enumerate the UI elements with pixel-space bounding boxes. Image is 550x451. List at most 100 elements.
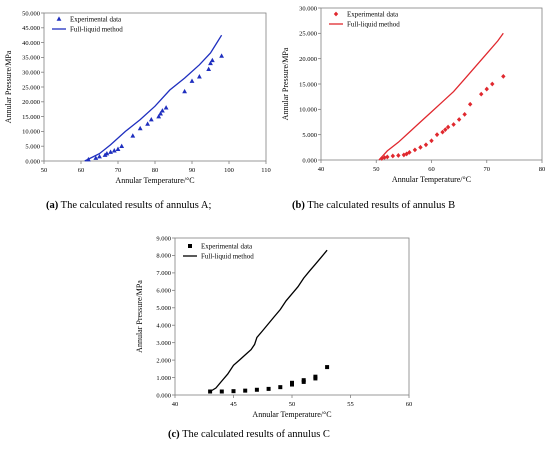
- x-tick-label-a: 80: [152, 167, 159, 174]
- chart-panel-a: 0.000 5.000 10.000 15.000 20.000 25.000 30.000…: [0, 0, 280, 220]
- legend-marker-swatch-a: [56, 16, 62, 21]
- x-tick-label-c: 40: [172, 401, 179, 408]
- data-point-a: [209, 57, 215, 63]
- legend-label-a: Full-liquid method: [70, 25, 123, 33]
- x-tick-label-b: 80: [539, 166, 546, 173]
- plot-area-a: [43, 12, 267, 162]
- caption-c: (c) The calculated results of annulus C: [168, 429, 330, 440]
- legend-label-b: Full-liquid method: [347, 20, 400, 28]
- y-tick-label-a: 50.000: [22, 10, 40, 17]
- legend-label-b: Experimental data: [347, 10, 399, 18]
- data-point-a: [115, 146, 121, 151]
- data-point-a: [158, 111, 163, 116]
- data-point-a: [182, 88, 187, 94]
- chart-panel-c: 0.000 1.000 2.000 3.000 4.000 5.000 6.000 7.000…: [120, 225, 430, 449]
- data-point-a: [156, 114, 162, 119]
- x-tick-label-a: 60: [78, 167, 85, 174]
- x-tick-label-c: 50: [289, 401, 296, 408]
- data-point-c: [325, 365, 330, 370]
- data-point-c: [219, 389, 224, 394]
- data-point-a: [93, 155, 99, 160]
- y-tick-label-a: 30.000: [22, 70, 40, 77]
- data-point-c: [243, 388, 248, 393]
- chart-c: 0.000 1.000 2.000 3.000 4.000 5.000 6.000 7.000…: [135, 235, 413, 419]
- y-tick-label-b: 0.000: [302, 157, 317, 164]
- data-point-b: [443, 127, 448, 132]
- chart-a: 0.000 5.000 10.000 15.000 20.000 25.000 30.000…: [4, 10, 271, 185]
- data-point-b: [445, 124, 451, 130]
- y-tick-label-a: 35.000: [22, 55, 40, 62]
- data-point-b: [423, 142, 429, 148]
- y-tick-label-a: 15.000: [22, 114, 40, 121]
- caption-c-tag: (c): [168, 429, 180, 440]
- data-point-a: [148, 116, 154, 122]
- data-point-a: [160, 108, 165, 113]
- legend-label-a: Experimental data: [70, 15, 122, 23]
- data-point-a: [97, 153, 102, 159]
- data-point-b: [501, 74, 506, 79]
- series-line-a: [84, 34, 223, 162]
- data-point-b: [440, 129, 445, 135]
- chart-panel-b: 0.000 5.000 10.000 15.000 20.000 25.000 30.000…: [280, 0, 550, 220]
- data-point-b: [451, 122, 456, 127]
- y-tick-label-c: 5.000: [156, 305, 171, 312]
- y-tick-label-c: 7.000: [156, 270, 171, 277]
- data-point-a: [189, 78, 195, 83]
- y-tick-label-c: 6.000: [156, 288, 171, 295]
- plot-area-b: [320, 7, 543, 161]
- data-point-b: [434, 132, 440, 138]
- x-tick-label-b: 60: [428, 166, 435, 173]
- data-point-b: [462, 112, 467, 117]
- caption-c-text: The calculated results of annulus C: [179, 429, 330, 440]
- y-tick-label-c: 0.000: [156, 392, 171, 399]
- y-tick-label-c: 2.000: [156, 357, 171, 364]
- x-tick-label-c: 55: [347, 401, 354, 408]
- x-tick-label-a: 50: [41, 167, 48, 174]
- legend-marker-swatch-b: [333, 11, 339, 17]
- x-tick-label-a: 90: [189, 167, 196, 174]
- data-point-b: [418, 144, 423, 150]
- data-point-a: [119, 143, 125, 148]
- data-point-b: [407, 150, 412, 155]
- data-point-a: [163, 105, 169, 110]
- x-tick-label-a: 70: [115, 167, 122, 174]
- series-line-b: [378, 32, 504, 161]
- y-tick-label-a: 45.000: [22, 25, 40, 32]
- chart-b: 0.000 5.000 10.000 15.000 20.000 25.000 30.000…: [281, 5, 546, 184]
- data-point-a: [206, 66, 212, 72]
- data-point-b: [412, 147, 418, 153]
- x-tick-label-c: 60: [406, 401, 413, 408]
- y-tick-label-b: 5.000: [302, 132, 317, 139]
- legend-label-c: Full-liquid method: [201, 252, 254, 260]
- data-point-b: [490, 81, 495, 87]
- legend-label-c: Experimental data: [201, 242, 253, 250]
- x-axis-label-a: Annular Temperature/°C: [115, 176, 194, 185]
- data-point-b: [429, 138, 434, 144]
- data-point-b: [385, 154, 390, 160]
- data-point-b: [479, 91, 484, 97]
- data-point-b: [484, 86, 489, 92]
- data-point-b: [396, 153, 401, 158]
- caption-b-text: The calculated results of annulus B: [304, 200, 456, 211]
- data-point-c: [278, 385, 283, 390]
- y-tick-label-c: 8.000: [156, 253, 171, 260]
- y-tick-label-b: 25.000: [299, 31, 317, 38]
- caption-b: (b) The calculated results of annulus B: [292, 200, 455, 211]
- data-point-a: [137, 125, 143, 131]
- x-tick-label-b: 50: [373, 166, 380, 173]
- x-tick-label-a: 110: [261, 167, 271, 174]
- y-tick-label-a: 25.000: [22, 84, 40, 91]
- data-point-c: [313, 374, 318, 379]
- data-point-c: [266, 386, 271, 391]
- y-tick-label-b: 10.000: [299, 107, 317, 114]
- y-tick-label-a: 10.000: [22, 129, 40, 136]
- data-point-b: [456, 117, 462, 122]
- data-point-b: [382, 155, 387, 160]
- data-point-c: [290, 380, 294, 385]
- x-tick-label-b: 40: [318, 166, 325, 173]
- data-point-b: [467, 101, 473, 107]
- plot-area-c: [174, 237, 410, 396]
- y-tick-label-a: 20.000: [22, 99, 40, 106]
- y-axis-label-b: Annular Pressure/MPa: [281, 47, 290, 120]
- caption-b-tag: (b): [292, 200, 305, 211]
